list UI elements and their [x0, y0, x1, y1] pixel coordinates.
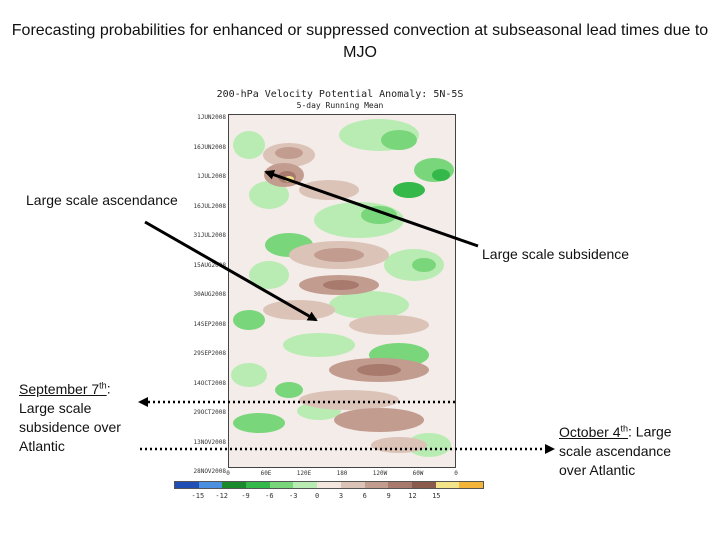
y-tick-label: 30AUG2008	[193, 291, 226, 298]
ascendance-arrow	[144, 220, 318, 322]
x-tick-label: 0	[454, 470, 458, 477]
x-tick-label: 0	[226, 470, 230, 477]
october-note: October 4th: Large scale ascendance over…	[559, 419, 689, 480]
x-tick-label: 60E	[260, 470, 272, 477]
figure-title: 200-hPa Velocity Potential Anomaly: 5N-5…	[216, 89, 464, 100]
y-tick-label: 29SEP2008	[193, 350, 226, 357]
y-tick-label: 15AUG2008	[193, 261, 226, 269]
colorbar-swatch	[175, 482, 199, 488]
figure-subtitle: 5-day Running Mean	[296, 101, 384, 110]
colorbar-tick-label: 6	[362, 492, 367, 500]
y-tick-label: 1JUL2008	[197, 173, 226, 180]
colorbar-tick-label: -12	[215, 492, 229, 500]
y-tick-label: 14SEP2008	[193, 320, 226, 328]
slide-title: Forecasting probabilities for enhanced o…	[11, 22, 709, 61]
colorbar-swatch	[459, 482, 483, 488]
x-tick-label: 120E	[296, 470, 312, 477]
colorbar-swatch	[198, 482, 223, 488]
september-date: September 7	[19, 380, 100, 397]
y-tick-label: 13NOV2008	[193, 438, 226, 446]
colorbar-swatch	[246, 482, 270, 488]
september-suffix: th	[99, 380, 107, 390]
colorbar-tick-label: 0	[314, 492, 320, 500]
x-tick-label: 180	[336, 470, 348, 477]
x-tick-label: 60W	[412, 470, 424, 477]
y-tick-label: 16JUL2008	[193, 202, 226, 210]
ascendance-label: Large scale ascendance	[26, 192, 178, 208]
colorbar	[174, 481, 484, 489]
september-note: September 7th: Large scale subsidence ov…	[19, 376, 134, 456]
y-tick-label: 16JUN2008	[193, 143, 226, 151]
colorbar-swatch	[293, 482, 318, 488]
green-anomaly-patches	[231, 119, 454, 457]
colorbar-swatch	[388, 482, 412, 488]
colorbar-tick-label: -6	[265, 492, 274, 500]
x-tick-label: 120W	[372, 470, 388, 477]
colorbar-tick-label: -3	[289, 492, 298, 500]
y-tick-label: 14OCT2008	[193, 379, 226, 387]
colorbar-tick-label: 12	[408, 492, 417, 500]
brown-anomaly-patches	[263, 143, 429, 453]
colorbar-swatch	[222, 482, 247, 488]
colorbar-tick-label: -15	[191, 492, 205, 500]
y-tick-label: 1JUN2008	[197, 114, 226, 121]
subsidence-arrow	[264, 169, 479, 248]
y-tick-label: 31JUL2008	[193, 232, 226, 239]
september-text: : Large scale subsidence over Atlantic	[19, 380, 121, 454]
october-date: October 4	[559, 423, 621, 440]
colorbar-swatch	[340, 482, 365, 488]
colorbar-swatch	[364, 482, 389, 488]
colorbar-tick-label: 3	[338, 492, 344, 500]
october-text: : Large scale ascendance over Atlantic	[559, 423, 672, 478]
y-tick-label: 29OCT2008	[193, 409, 226, 416]
y-tick-label: 28NOV2008	[193, 468, 226, 475]
colorbar-tick-label: 9	[386, 492, 391, 500]
colorbar-tick-label: -9	[241, 492, 250, 500]
colorbar-swatch	[269, 482, 294, 488]
colorbar-tick-label: 15	[432, 492, 441, 500]
october-suffix: th	[620, 423, 628, 433]
subsidence-label: Large scale subsidence	[482, 246, 630, 262]
colorbar-swatch	[411, 482, 436, 488]
colorbar-swatch	[435, 482, 460, 488]
colorbar-swatch	[317, 482, 341, 488]
